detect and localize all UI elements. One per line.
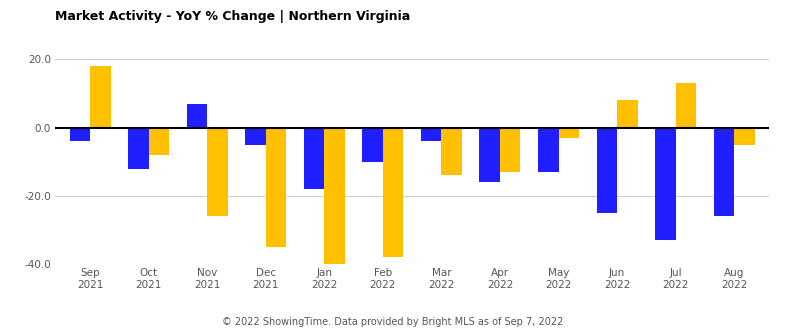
Bar [148,128,169,155]
Bar [187,104,207,128]
Bar [90,66,111,128]
Bar [207,128,228,216]
Bar [617,100,637,128]
Text: © 2022 ShowingTime. Data provided by Bright MLS as of Sep 7, 2022: © 2022 ShowingTime. Data provided by Bri… [222,317,563,327]
Bar [421,128,441,141]
Bar [500,128,520,172]
Bar [714,128,734,216]
Bar [128,128,148,169]
Bar [266,128,287,247]
Bar [597,128,617,213]
Bar [363,128,383,162]
Bar [538,128,558,172]
Bar [70,128,90,141]
Bar [324,128,345,267]
Bar [655,128,676,240]
Text: Market Activity - YoY % Change | Northern Virginia: Market Activity - YoY % Change | Norther… [55,10,411,23]
Bar [480,128,500,182]
Bar [734,128,754,145]
Bar [245,128,266,145]
Bar [383,128,403,257]
Bar [441,128,462,175]
Bar [304,128,324,189]
Bar [558,128,579,138]
Bar [676,83,696,128]
